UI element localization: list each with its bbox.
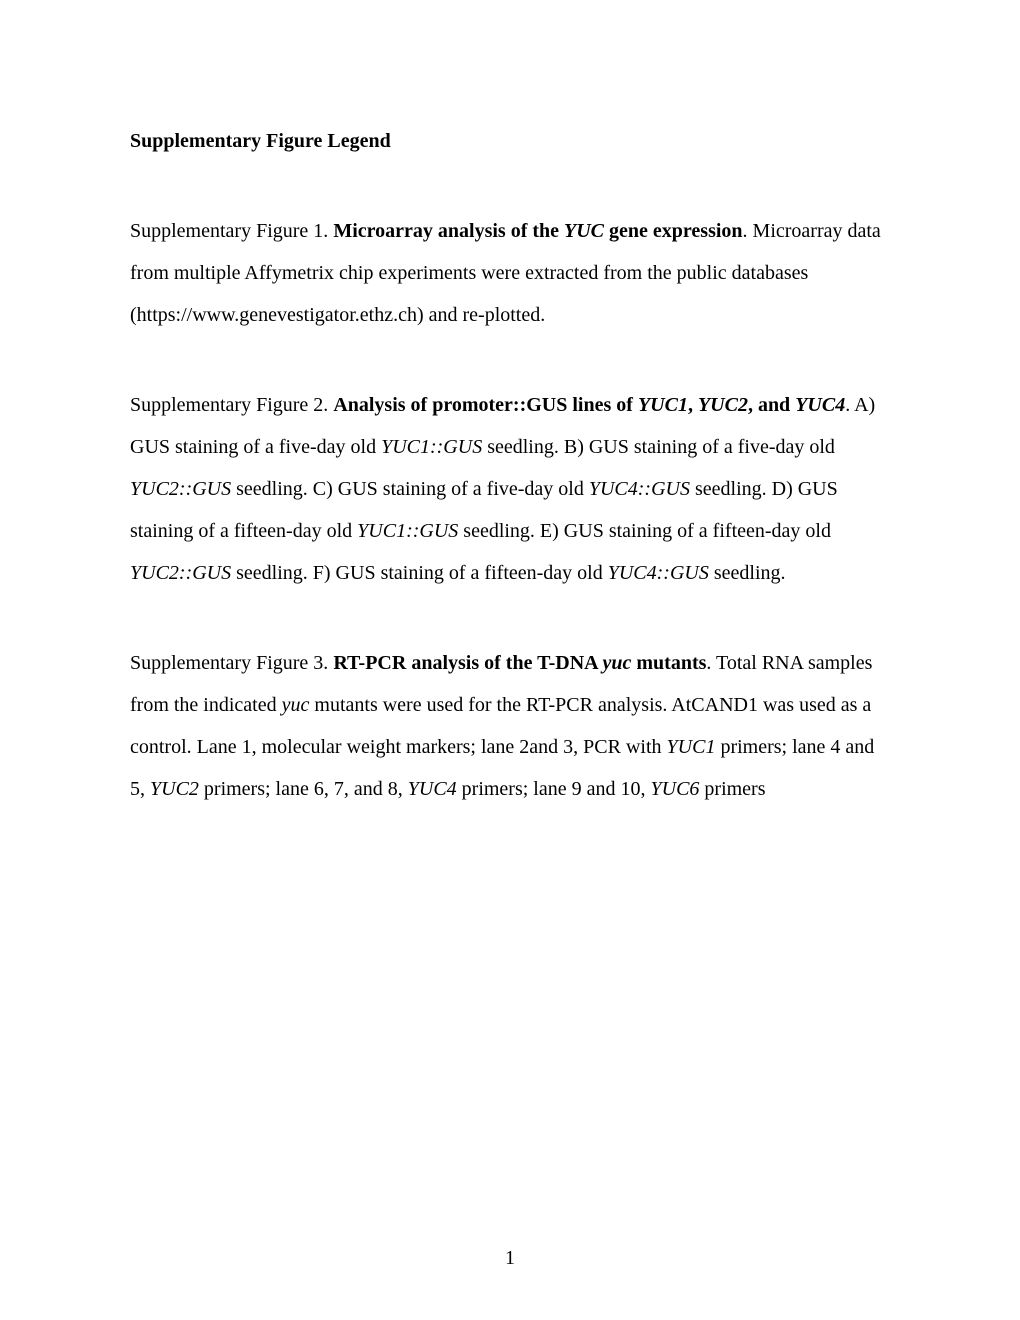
fig2-body3: seedling. C) GUS staining of a five-day …	[231, 478, 589, 500]
fig2-gene2: YUC2	[698, 394, 748, 416]
fig3-prefix: Supplementary Figure 3.	[130, 652, 333, 674]
fig3-title-gene: yuc	[602, 652, 631, 674]
fig2-prefix: Supplementary Figure 2.	[130, 394, 333, 416]
fig3-gene5: YUC6	[651, 778, 700, 800]
fig1-prefix: Supplementary Figure 1.	[130, 220, 333, 242]
fig1-title-part1: Microarray analysis of the	[333, 220, 564, 242]
fig1-title-gene: YUC	[564, 220, 604, 242]
fig2-title-part1: Analysis of promoter::GUS lines of	[333, 394, 638, 416]
fig3-body4: primers; lane 6, 7, and 8,	[199, 778, 408, 800]
fig2-gus6: YUC4::GUS	[608, 562, 709, 584]
fig3-gene2: YUC1	[667, 736, 716, 758]
fig2-gene1: YUC1	[638, 394, 688, 416]
page-number: 1	[505, 1248, 515, 1268]
fig3-body5: primers; lane 9 and 10,	[457, 778, 651, 800]
fig1-title-part2: gene expression	[604, 220, 743, 242]
fig2-comma2: , and	[748, 394, 795, 416]
fig3-gene1: yuc	[282, 694, 310, 716]
fig2-gene3: YUC4	[795, 394, 845, 416]
fig2-body5: seedling. E) GUS staining of a fifteen-d…	[458, 520, 831, 542]
section-heading: Supplementary Figure Legend	[130, 120, 890, 162]
fig3-gene3: YUC2	[150, 778, 199, 800]
fig2-gus2: YUC2::GUS	[130, 478, 231, 500]
fig2-comma1: ,	[688, 394, 698, 416]
fig3-title-part2: mutants	[631, 652, 706, 674]
fig2-gus4: YUC1::GUS	[357, 520, 458, 542]
fig2-body2: seedling. B) GUS staining of a five-day …	[482, 436, 835, 458]
fig3-gene4: YUC4	[408, 778, 457, 800]
fig2-body6: seedling. F) GUS staining of a fifteen-d…	[231, 562, 608, 584]
fig2-gus5: YUC2::GUS	[130, 562, 231, 584]
figure-1-paragraph: Supplementary Figure 1. Microarray analy…	[130, 210, 890, 336]
figure-3-paragraph: Supplementary Figure 3. RT-PCR analysis …	[130, 642, 890, 810]
figure-2-paragraph: Supplementary Figure 2. Analysis of prom…	[130, 384, 890, 594]
fig3-title-part1: RT-PCR analysis of the T-DNA	[333, 652, 602, 674]
fig2-gus3: YUC4::GUS	[589, 478, 690, 500]
fig2-gus1: YUC1::GUS	[381, 436, 482, 458]
fig3-body6: primers	[699, 778, 765, 800]
fig2-body7: seedling.	[709, 562, 786, 584]
